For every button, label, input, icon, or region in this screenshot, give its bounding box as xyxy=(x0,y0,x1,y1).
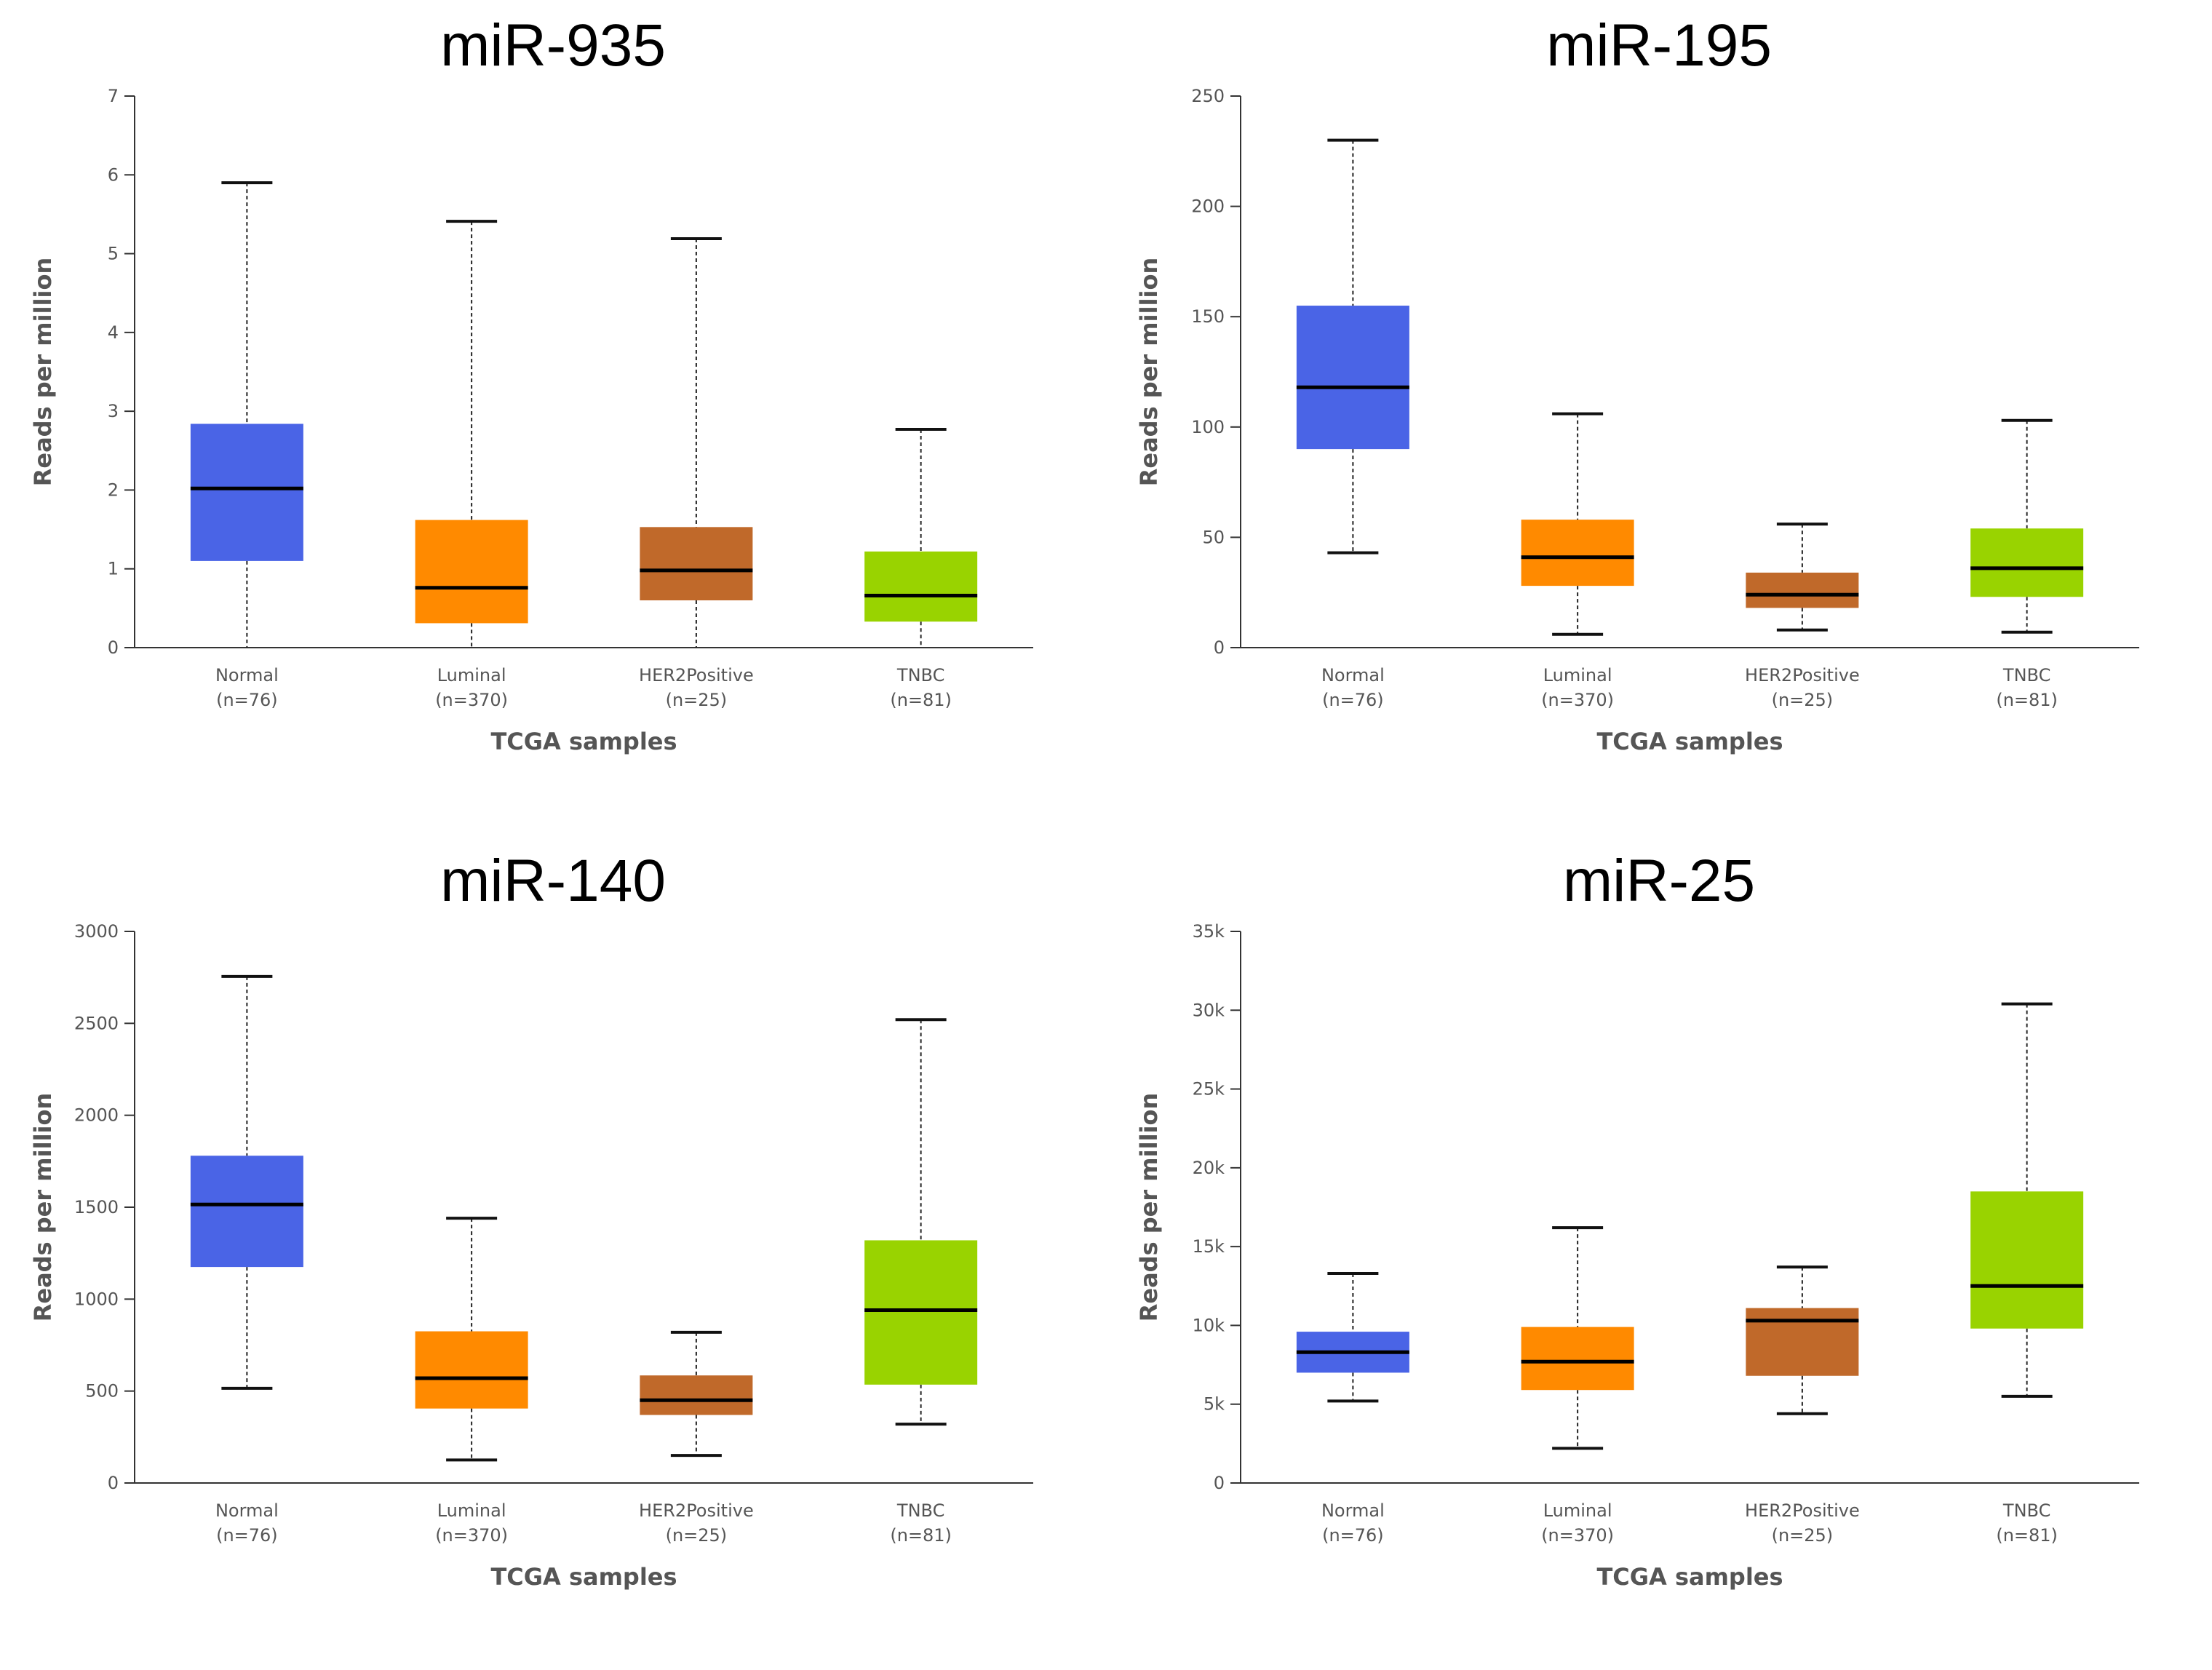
x-category-label: Luminal xyxy=(437,665,506,685)
y-tick-label: 7 xyxy=(108,86,119,106)
box-plot: 0 500 1000 1500 2000 2500 3000 Reads per millio… xyxy=(29,921,1033,1591)
x-sample-count-label: (n=81) xyxy=(890,1525,952,1546)
y-tick-label: 10k xyxy=(1193,1315,1225,1335)
y-tick-label: 0 xyxy=(108,637,119,658)
box-tnbc xyxy=(864,551,978,622)
x-category-label: HER2Positive xyxy=(1745,665,1860,685)
y-tick-label: 500 xyxy=(85,1381,119,1401)
y-tick-label: 6 xyxy=(108,164,119,185)
y-axis-title: Reads per million xyxy=(1135,258,1163,487)
box-her2positive xyxy=(1746,1308,1859,1376)
chart-panel-mir-195: miR-195 0 50 100 150 200 250 Reads per million… xyxy=(1106,0,2212,835)
y-tick-label: 2 xyxy=(108,480,119,500)
x-sample-count-label: (n=25) xyxy=(1772,1525,1834,1546)
chart-panel-mir-935: miR-935 0 1 2 3 4 5 6 7 Reads per million TCGA sa… xyxy=(0,0,1106,835)
y-tick-label: 0 xyxy=(1214,1473,1225,1493)
x-category-label: Luminal xyxy=(1543,665,1612,685)
box-plot: 0 1 2 3 4 5 6 7 Reads per million TCGA samples Nor… xyxy=(29,86,1033,755)
x-sample-count-label: (n=25) xyxy=(666,690,728,710)
y-tick-label: 5 xyxy=(108,244,119,264)
chart-panel-mir-140: miR-140 0 500 1000 1500 2000 2500 3000 Reads pe… xyxy=(0,835,1106,1670)
box-luminal xyxy=(1521,520,1634,587)
x-axis-title: TCGA samples xyxy=(1596,1563,1783,1591)
x-category-label: Normal xyxy=(215,1500,279,1521)
box-plot: 0 5k 10k 15k 20k 25k 30k 35k Reads per million TC… xyxy=(1135,921,2139,1591)
y-axis-title: Reads per million xyxy=(1135,1093,1163,1322)
y-tick-label: 2000 xyxy=(74,1105,119,1126)
chart-title: miR-25 xyxy=(1562,848,1756,914)
y-tick-label: 5k xyxy=(1204,1394,1225,1415)
x-sample-count-label: (n=81) xyxy=(1996,690,2058,710)
x-axis-title: TCGA samples xyxy=(490,1563,677,1591)
y-tick-label: 30k xyxy=(1193,1000,1225,1020)
y-tick-label: 25k xyxy=(1193,1079,1225,1100)
y-tick-label: 250 xyxy=(1191,86,1225,106)
chart-title: miR-935 xyxy=(440,12,666,79)
x-axis-title: TCGA samples xyxy=(1596,728,1783,755)
y-tick-label: 150 xyxy=(1191,306,1225,327)
y-tick-label: 50 xyxy=(1202,527,1225,547)
box-normal xyxy=(190,424,303,561)
chart-panel-mir-25: miR-25 0 5k 10k 15k 20k 25k 30k 35k Reads per mi… xyxy=(1106,835,2212,1670)
box-her2positive xyxy=(640,527,753,601)
y-tick-label: 3 xyxy=(108,401,119,421)
y-tick-label: 4 xyxy=(108,322,119,343)
y-tick-label: 20k xyxy=(1193,1158,1225,1178)
y-tick-label: 35k xyxy=(1193,921,1225,942)
x-category-label: Luminal xyxy=(437,1500,506,1521)
x-sample-count-label: (n=76) xyxy=(216,1525,278,1546)
box-luminal xyxy=(415,520,528,624)
y-tick-label: 0 xyxy=(1214,637,1225,658)
box-normal xyxy=(190,1156,303,1268)
x-category-label: TNBC xyxy=(896,1500,944,1521)
box-normal xyxy=(1296,306,1409,450)
box-her2positive xyxy=(1746,572,1859,608)
box-plot: 0 50 100 150 200 250 Reads per million TCGA sam… xyxy=(1135,86,2139,755)
x-sample-count-label: (n=25) xyxy=(666,1525,728,1546)
box-luminal xyxy=(415,1331,528,1409)
x-sample-count-label: (n=370) xyxy=(1541,690,1614,710)
x-sample-count-label: (n=370) xyxy=(435,690,508,710)
y-axis-title: Reads per million xyxy=(29,1093,57,1322)
chart-title: miR-195 xyxy=(1546,12,1772,79)
y-tick-label: 1 xyxy=(108,559,119,579)
box-her2positive xyxy=(640,1375,753,1415)
x-sample-count-label: (n=81) xyxy=(890,690,952,710)
x-category-label: TNBC xyxy=(2002,665,2050,685)
x-sample-count-label: (n=76) xyxy=(216,690,278,710)
x-category-label: Luminal xyxy=(1543,1500,1612,1521)
x-sample-count-label: (n=81) xyxy=(1996,1525,2058,1546)
x-sample-count-label: (n=370) xyxy=(435,1525,508,1546)
box-tnbc xyxy=(1970,1191,2084,1329)
x-category-label: HER2Positive xyxy=(1745,1500,1860,1521)
x-category-label: HER2Positive xyxy=(639,1500,754,1521)
x-sample-count-label: (n=76) xyxy=(1322,690,1384,710)
y-tick-label: 1500 xyxy=(74,1197,119,1217)
y-tick-label: 2500 xyxy=(74,1013,119,1033)
y-tick-label: 100 xyxy=(1191,417,1225,437)
x-sample-count-label: (n=25) xyxy=(1772,690,1834,710)
y-tick-label: 0 xyxy=(108,1473,119,1493)
box-luminal xyxy=(1521,1327,1634,1391)
x-category-label: TNBC xyxy=(2002,1500,2050,1521)
x-axis-title: TCGA samples xyxy=(490,728,677,755)
x-category-label: Normal xyxy=(1321,665,1385,685)
x-category-label: Normal xyxy=(215,665,279,685)
x-category-label: Normal xyxy=(1321,1500,1385,1521)
y-tick-label: 3000 xyxy=(74,921,119,942)
y-tick-label: 200 xyxy=(1191,196,1225,217)
x-category-label: HER2Positive xyxy=(639,665,754,685)
y-tick-label: 1000 xyxy=(74,1289,119,1309)
x-sample-count-label: (n=370) xyxy=(1541,1525,1614,1546)
x-category-label: TNBC xyxy=(896,665,944,685)
y-axis-title: Reads per million xyxy=(29,258,57,487)
chart-title: miR-140 xyxy=(440,848,666,914)
box-tnbc xyxy=(1970,528,2084,597)
y-tick-label: 15k xyxy=(1193,1236,1225,1257)
box-tnbc xyxy=(864,1240,978,1385)
x-sample-count-label: (n=76) xyxy=(1322,1525,1384,1546)
